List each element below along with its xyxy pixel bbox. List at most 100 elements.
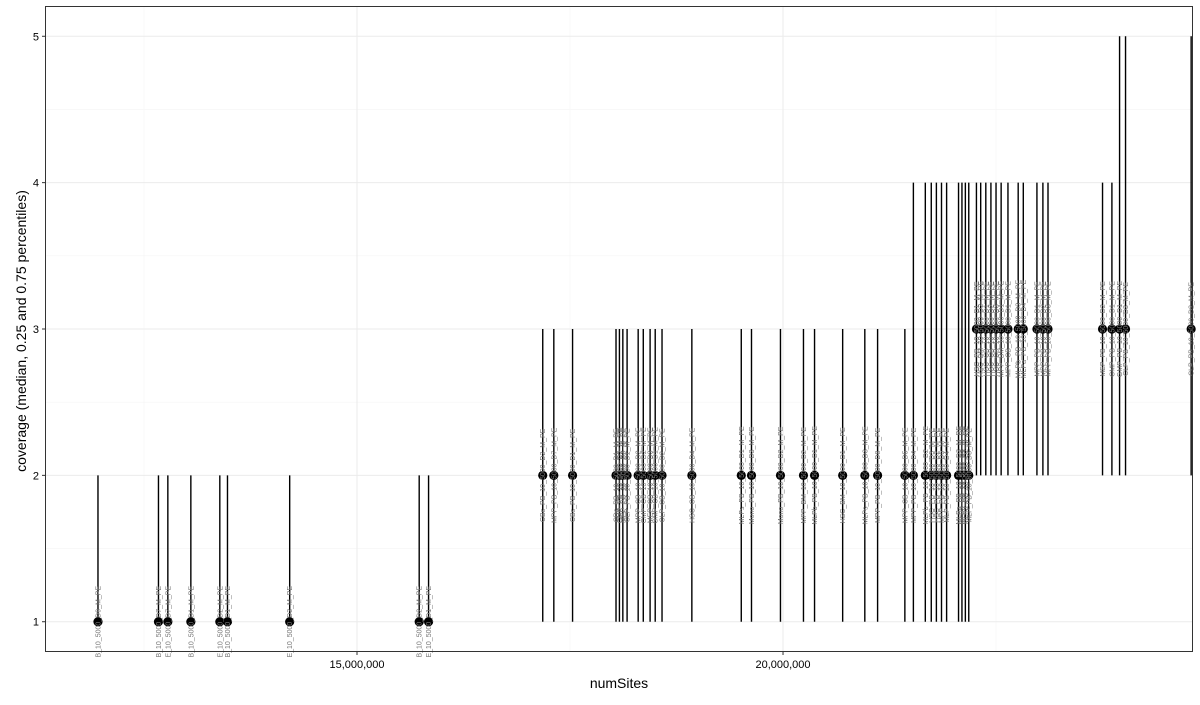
- data-point: [414, 617, 424, 627]
- point-label-layer: B_10_5000_D9_M_PE B_10_5000_D7_M_PE E_10_5…: [95, 279, 1195, 657]
- point-label: MPP_PB_10_5000_D8_M_PE: [875, 427, 882, 523]
- data-point: [996, 324, 1006, 334]
- point-label: E_10_5000_D3_M_PE: [287, 586, 294, 658]
- data-point: [964, 470, 974, 480]
- point-label: CDs_PB_10_5000_D1_M_PE: [614, 428, 621, 522]
- data-point: [549, 470, 559, 480]
- point-label: CBs_PB_10_5000_D2_M_PE: [540, 428, 547, 522]
- point-layer: [93, 324, 1196, 627]
- point-label: MLPa_PB_10_5000_D2_M_PE: [963, 426, 970, 525]
- point-label: Mono_PB_10_5000_D3_M_PE: [749, 426, 756, 524]
- point-label: B_10_5000_D2_M_PE: [417, 586, 424, 658]
- point-label: MPP_CB_10_5000_D2_M_PE: [636, 427, 643, 523]
- axis-layer: 1 2 3 4 5 15,000,000 20,000,000: [33, 31, 811, 671]
- point-label: MPP_PB_10_5000_D5_M_PE: [939, 427, 946, 523]
- point-label: MLPb_PB_10_5000_D1_M_PE: [812, 426, 819, 525]
- y-tick-label: 5: [33, 31, 39, 43]
- data-point: [650, 470, 660, 480]
- data-point: [153, 617, 164, 627]
- data-point: [222, 617, 233, 627]
- data-point: [1097, 324, 1108, 334]
- x-tick-label: 20,000,000: [755, 659, 810, 671]
- point-label: MLPb_PB_10_5000_D3_M_PE: [1016, 279, 1023, 378]
- point-label: HSC_CB_10_5000_D2_M_PE: [988, 281, 995, 377]
- point-label: HSC_BM_10_5000_D2_M_PE: [978, 281, 985, 377]
- point-label: HSC_BM_10_5000_D1_M_PE: [840, 427, 847, 523]
- point-label: MPP_PB_10_5000_D4_M_PE: [911, 427, 918, 523]
- data-point: [1107, 324, 1117, 334]
- point-label: MLPa_PB_10_5000_D4_M_PE: [1021, 279, 1028, 378]
- point-label: MLPb_PB_10_5000_D2_M_PE: [923, 426, 930, 525]
- point-label: MPP_PB_10_5000_D7_M_PE: [551, 427, 558, 523]
- data-point: [809, 470, 820, 480]
- point-label: E_10_5000_D1_M_PE: [426, 586, 433, 658]
- point-label: CLP_PB_10_5000_D1_M_PE: [625, 428, 632, 522]
- point-label: E_10_5000_D7_M_PE: [165, 586, 172, 658]
- data-point: [622, 470, 632, 480]
- data-point: [1186, 324, 1196, 334]
- data-point: [1120, 324, 1131, 334]
- point-label: HSC_PB_10_5000_D3_M_PE: [929, 428, 936, 523]
- point-label: MLPs_PB_10_5000_D1_M_PE: [739, 426, 746, 524]
- data-point: [186, 617, 196, 627]
- data-point: [900, 470, 910, 480]
- y-tick-label: 3: [33, 324, 39, 336]
- data-point: [657, 470, 667, 480]
- data-point: [538, 470, 548, 480]
- data-point: [775, 470, 786, 480]
- data-point: [215, 617, 225, 627]
- point-label: MLPa_PB_10_5000_D3_M_PE: [956, 426, 963, 525]
- data-point: [736, 470, 746, 480]
- point-label: GMP_CB_10_5000_D1_M_PE: [653, 427, 660, 524]
- point-label: MEP_PB_10_5000_D3_M_PE: [620, 427, 627, 523]
- point-label: MPP_BM_10_5000_D2_M_PE: [801, 427, 808, 524]
- point-label: MPP_CB_10_5000_D5_M_PE: [902, 427, 909, 523]
- data-point: [872, 470, 883, 480]
- data-point: [1018, 324, 1028, 334]
- point-label: MEP_CB_10_5000_D3_M_PE: [648, 427, 655, 523]
- data-point: [1043, 324, 1053, 334]
- point-label: MEP_PB_10_5000_D2_M_PE: [1100, 281, 1107, 377]
- point-label: MPP_PB_10_5000_D2_M_PE: [1040, 281, 1047, 377]
- data-point: [908, 470, 918, 480]
- point-label: MPP_CB_10_5000_D1_M_PE: [1005, 281, 1012, 377]
- y-tick-label: 2: [33, 470, 39, 482]
- point-label: MLPs_PB_10_5000_D3_M_PE: [862, 426, 869, 524]
- point-label: CMP_PB_10_5000_D2_M_PE: [617, 427, 624, 523]
- data-point: [285, 617, 295, 627]
- point-label: HSC_CB_10_5000_D3_M_PE: [994, 281, 1001, 377]
- point-label: B_10_5000_D1_M_PE: [225, 586, 232, 658]
- x-axis-title: numSites: [590, 675, 648, 691]
- point-label: HSC_CB_10_5000_D4_M_PE: [689, 427, 696, 523]
- y-tick-label: 1: [33, 617, 39, 629]
- point-label: GMP_PB_10_5000_D1_M_PE: [1117, 281, 1124, 377]
- data-point: [567, 470, 578, 480]
- point-label: MPP_BM_10_5000_D1_M_PE: [999, 280, 1006, 377]
- data-point: [93, 617, 103, 627]
- point-label: HSC_PB_10_5000_D2_M_PE: [934, 428, 941, 523]
- point-label: Mono_PB_10_5000_D2_M_PE: [778, 426, 785, 524]
- data-point: [638, 470, 648, 480]
- x-tick-label: 15,000,000: [329, 659, 384, 671]
- point-label: B_10_5000_D1_M_PE: [188, 586, 195, 658]
- data-point: [942, 470, 952, 480]
- data-point: [798, 470, 809, 480]
- point-label: MPP_PB_10_5000_D1_M_PE: [1034, 281, 1041, 377]
- point-label: MLP_PB_10_5000_D3_M_PE: [966, 428, 973, 523]
- data-point: [838, 470, 848, 480]
- point-label: MPP_PB_10_5000_D3_M_PE: [1046, 281, 1053, 377]
- point-label: CLP_CB_10_5000_D2_M_PE: [660, 428, 667, 523]
- data-point: [860, 470, 870, 480]
- data-point: [1003, 324, 1013, 334]
- y-axis-title: coverage (median, 0.25 and 0.75 percenti…: [13, 190, 29, 472]
- point-label: B_10_5000_D7_M_PE: [156, 586, 163, 658]
- point-label: CBs_PB_10_5000_D1_M_PE: [570, 428, 577, 522]
- point-label: HSC_PB_10_5000_D1_M_PE: [974, 281, 981, 376]
- point-label: B_10_5000_D9_M_PE: [95, 586, 102, 658]
- data-point: [423, 617, 434, 627]
- point-label: CMP_PB_10_5000_D1_M_PE: [1109, 281, 1116, 377]
- point-label: CMP_CB_10_5000_D2_M_PE: [641, 427, 648, 523]
